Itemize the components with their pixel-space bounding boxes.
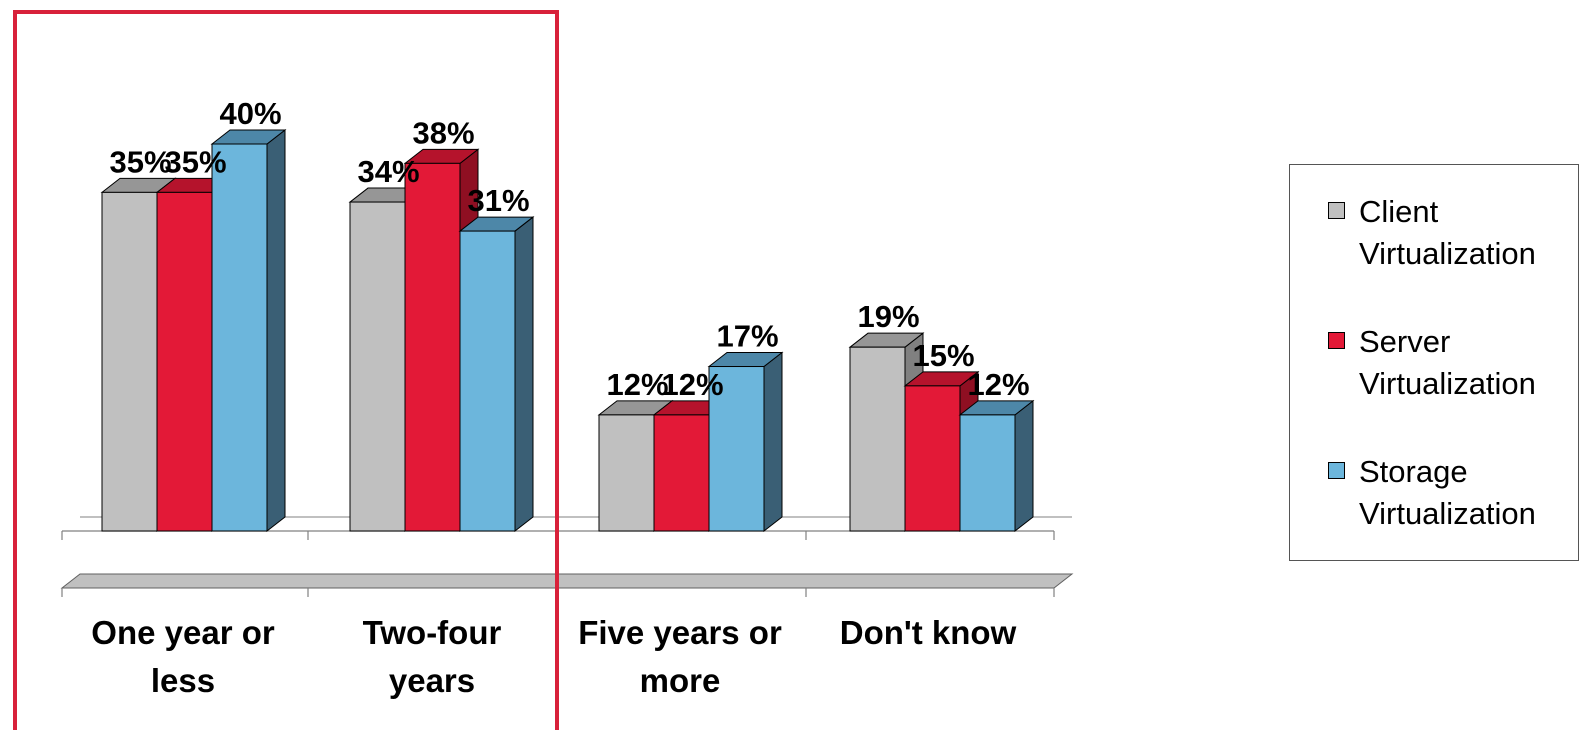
bar (707, 351, 784, 533)
legend-swatch-client (1328, 202, 1345, 219)
legend-swatch-server (1328, 332, 1345, 349)
category-label: Five years or (578, 614, 782, 651)
category-label: more (640, 662, 721, 699)
data-label: 40% (219, 96, 281, 131)
bar (958, 399, 1035, 533)
legend-swatch-storage (1328, 462, 1345, 479)
bar-front (904, 385, 961, 532)
bar-side (1014, 399, 1034, 533)
data-label: 15% (912, 338, 974, 373)
bar-front (598, 414, 655, 532)
bar-front (849, 346, 906, 532)
data-label: 34% (357, 154, 419, 189)
bar-front (653, 414, 710, 532)
bar-side (514, 216, 534, 533)
chart-bars (100, 128, 1035, 533)
chart-floor (60, 573, 1074, 589)
category-label: years (389, 662, 475, 699)
bar-front (708, 366, 765, 532)
chart-category-labels: One year or less Two-four years Five years o… (91, 614, 1016, 699)
legend-label-server: Server Virtualization (1359, 324, 1536, 401)
chart-data-labels: 35% 34%12%19%35%38%12%15%40%31%17%12% (109, 96, 1029, 402)
bar-side (266, 128, 286, 533)
bar-front (101, 191, 158, 532)
bar-side (763, 351, 783, 533)
data-label: 12% (606, 367, 668, 402)
bar-front (404, 162, 461, 532)
legend-label-storage: Storage Virtualization (1359, 454, 1536, 531)
category-label: One year or (91, 614, 275, 651)
category-label: Don't know (840, 614, 1017, 651)
category-label: Two-four (363, 614, 502, 651)
bar-front (211, 143, 268, 532)
data-label: 35% (164, 144, 226, 179)
bar-front (959, 414, 1016, 532)
chart-legend: Client Virtualization Server Virtualizat… (1289, 164, 1579, 561)
data-label: 12% (967, 367, 1029, 402)
data-label: 31% (467, 183, 529, 218)
bar-front (156, 191, 213, 532)
bar (458, 216, 535, 533)
data-label: 35% (109, 144, 171, 179)
bar-front (459, 230, 516, 532)
bar (210, 128, 287, 533)
data-label: 19% (857, 299, 919, 334)
data-label: 12% (661, 367, 723, 402)
legend-label-client: Client Virtualization (1359, 194, 1536, 271)
data-label: 17% (716, 319, 778, 354)
data-label: 38% (412, 115, 474, 150)
category-label: less (151, 662, 215, 699)
bar-front (349, 201, 406, 532)
